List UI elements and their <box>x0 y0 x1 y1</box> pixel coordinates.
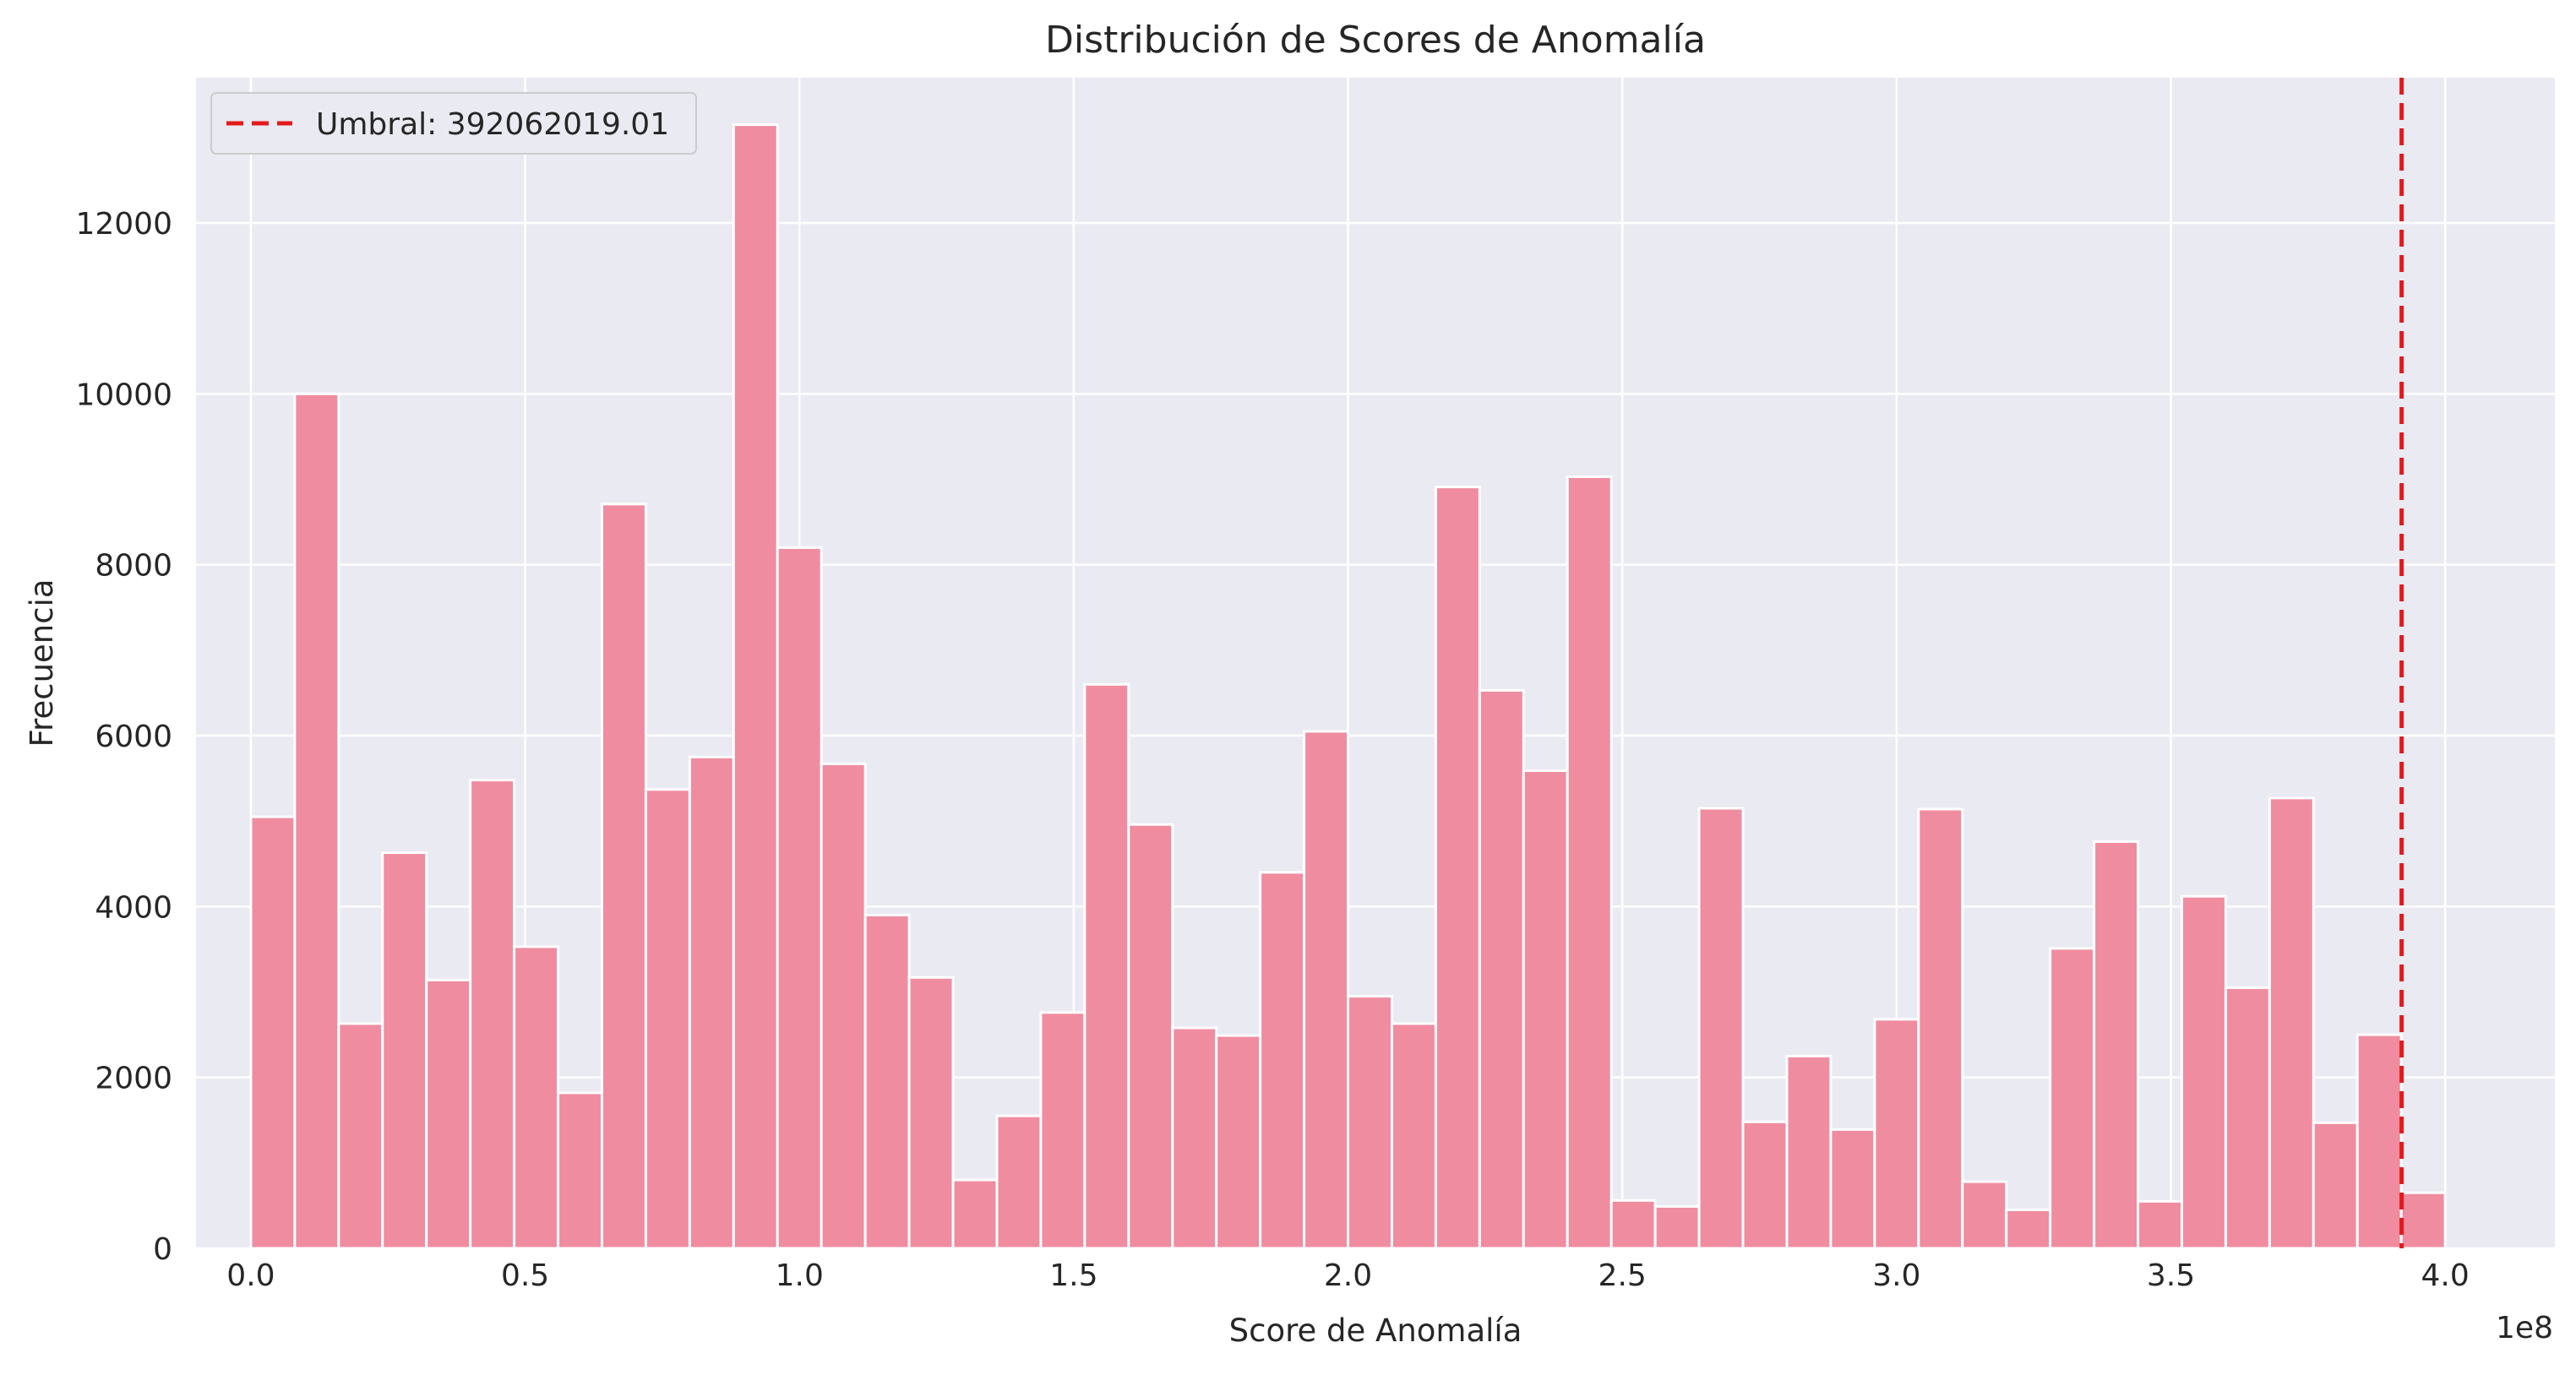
histogram-bar <box>2137 1199 2183 1250</box>
histogram-bar <box>381 851 428 1250</box>
histogram-bar <box>1215 1034 1262 1250</box>
histogram-bar <box>1083 682 1130 1250</box>
x-tick-label: 2.0 <box>1324 1258 1372 1293</box>
histogram-bar <box>644 788 691 1250</box>
histogram-bar <box>2093 840 2140 1250</box>
histogram-bar <box>1741 1120 1789 1250</box>
histogram-bar <box>820 762 867 1250</box>
histogram-bar <box>951 1178 999 1250</box>
y-tick-label: 0 <box>153 1232 172 1267</box>
y-tick-label: 8000 <box>95 549 172 584</box>
histogram-bar <box>1785 1054 1833 1250</box>
histogram-bar <box>249 815 297 1250</box>
histogram-bar <box>2180 894 2227 1250</box>
x-tick-label: 0.5 <box>501 1258 549 1293</box>
histogram-bar <box>1566 475 1613 1250</box>
histogram-bar <box>337 1022 384 1250</box>
histogram-bar <box>293 392 340 1250</box>
legend-threshold-label: Umbral: 392062019.01 <box>316 107 669 142</box>
x-tick-label: 2.5 <box>1598 1258 1647 1293</box>
histogram-bar <box>907 976 955 1250</box>
histogram-bar <box>1829 1128 1876 1250</box>
histogram-bar <box>1039 1011 1086 1250</box>
histogram-bar <box>1390 1022 1437 1250</box>
histogram-bar <box>513 945 560 1250</box>
histogram-bar <box>732 123 779 1250</box>
histogram-bar <box>2399 1191 2447 1250</box>
histogram-bar <box>2268 796 2315 1250</box>
x-axis-label: Score de Anomalía <box>1229 1312 1522 1349</box>
histogram-bar <box>1171 1026 1218 1250</box>
x-tick-label: 1.5 <box>1049 1258 1097 1293</box>
histogram-bar <box>2049 947 2096 1250</box>
legend: Umbral: 392062019.01 <box>210 92 697 155</box>
histogram-bar <box>1303 730 1350 1250</box>
x-tick-label: 3.0 <box>1872 1258 1920 1293</box>
histogram-bar <box>469 779 516 1250</box>
x-axis-ticks: 0.0 0.5 1.0 1.5 2.0 2.5 3.0 3.5 4.0 <box>226 1258 2469 1293</box>
histogram-bar <box>2355 1033 2403 1250</box>
x-axis-offset-label: 1e8 <box>2496 1311 2553 1345</box>
histogram-bar <box>600 503 647 1250</box>
y-tick-label: 12000 <box>75 207 172 242</box>
x-tick-label: 0.0 <box>226 1258 275 1293</box>
chart-title: Distribución de Scores de Anomalía <box>1045 19 1706 62</box>
histogram-bar <box>1653 1204 1701 1250</box>
histogram-bar <box>1478 688 1525 1250</box>
histogram-bar <box>1609 1198 1657 1250</box>
histogram-bar <box>557 1091 603 1250</box>
histogram-bar <box>2005 1208 2052 1250</box>
y-tick-label: 2000 <box>95 1062 172 1096</box>
y-tick-label: 6000 <box>95 720 172 754</box>
y-axis-label: Frecuencia <box>24 579 60 747</box>
y-tick-label: 10000 <box>75 378 172 412</box>
histogram-bar <box>425 978 472 1250</box>
histogram-bar <box>1434 486 1481 1250</box>
histogram-bar <box>1873 1018 1920 1250</box>
histogram-bar <box>1961 1180 2008 1250</box>
histogram-bar <box>863 913 911 1250</box>
y-tick-label: 4000 <box>95 890 172 925</box>
histogram-bar <box>1917 807 1964 1250</box>
histogram-bars <box>249 123 2447 1250</box>
x-tick-label: 1.0 <box>776 1258 824 1293</box>
histogram-bar <box>1127 823 1174 1250</box>
histogram-bar <box>688 755 735 1250</box>
histogram-bar <box>1697 807 1745 1250</box>
x-tick-label: 3.5 <box>2147 1258 2195 1293</box>
y-axis-ticks: 0 2000 4000 6000 8000 10000 12000 <box>75 207 172 1267</box>
histogram-bar <box>1347 995 1393 1250</box>
histogram-bar <box>1522 769 1569 1250</box>
x-tick-label: 4.0 <box>2421 1258 2470 1293</box>
legend-box <box>210 92 697 155</box>
histogram-bar <box>776 546 823 1250</box>
histogram-bar <box>1259 871 1306 1250</box>
histogram-bar <box>995 1114 1043 1250</box>
histogram-bar <box>2224 986 2271 1250</box>
histogram-bar <box>2312 1121 2359 1250</box>
